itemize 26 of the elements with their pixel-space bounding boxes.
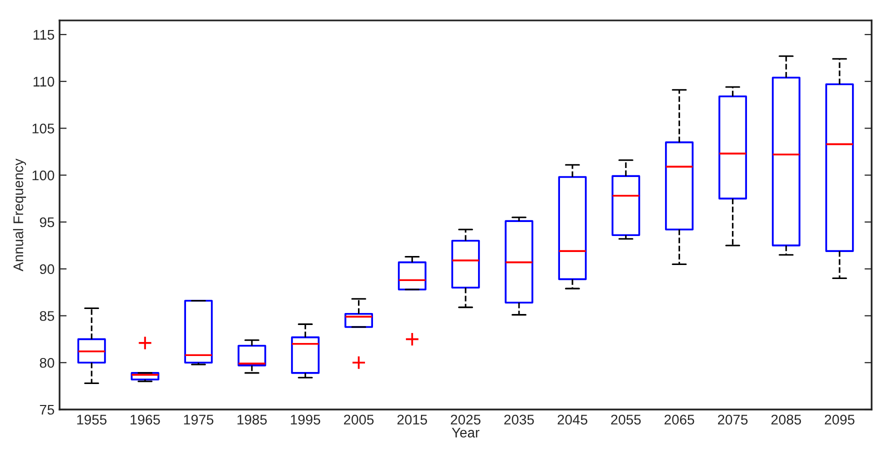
x-tick-label: 2025 bbox=[450, 414, 480, 425]
y-tick-label: 110 bbox=[34, 76, 54, 87]
y-tick-label: 100 bbox=[32, 170, 54, 180]
y-tick-label: 75 bbox=[40, 404, 54, 415]
x-tick-label: 2005 bbox=[344, 414, 374, 425]
x-tick-label: 1995 bbox=[290, 414, 320, 425]
y-tick-label: 95 bbox=[40, 217, 54, 228]
x-tick-label: 1965 bbox=[130, 414, 160, 425]
x-tick-label: 2075 bbox=[718, 414, 748, 425]
x-axis-title: Year bbox=[452, 428, 480, 438]
x-tick-label: 2095 bbox=[824, 414, 854, 425]
x-tick-label: 1975 bbox=[184, 414, 214, 425]
x-tick-label: 1955 bbox=[77, 414, 106, 425]
x-tick-label: 2045 bbox=[558, 414, 588, 425]
x-tick-label: 1985 bbox=[238, 414, 267, 425]
x-tick-label: 2055 bbox=[611, 414, 641, 425]
x-tick-label: 2015 bbox=[397, 414, 428, 425]
x-tick-label: 2035 bbox=[504, 414, 534, 425]
y-tick-label: 115 bbox=[34, 30, 54, 40]
y-tick-label: 90 bbox=[40, 264, 54, 274]
x-tick-label: 2065 bbox=[664, 414, 694, 425]
x-tick-label: 2085 bbox=[771, 414, 802, 425]
y-tick-label: 80 bbox=[40, 358, 54, 368]
y-tick-label: 85 bbox=[40, 311, 54, 321]
y-axis-title: Annual Frequency bbox=[13, 158, 26, 272]
y-tick-label: 105 bbox=[32, 124, 54, 134]
